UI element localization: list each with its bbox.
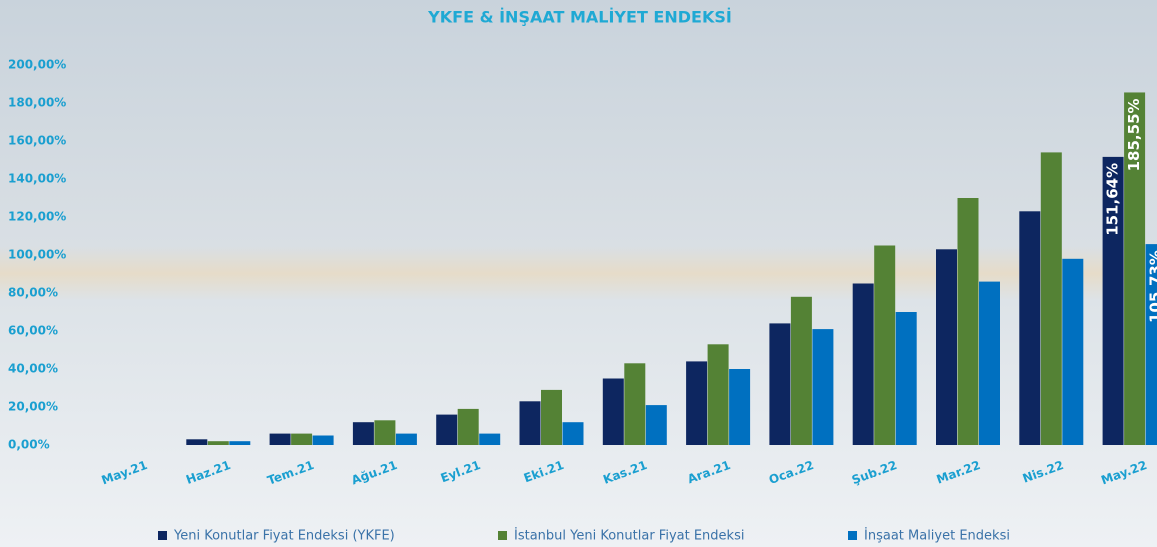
legend-swatch <box>498 531 507 540</box>
y-tick-label: 0,00% <box>8 438 50 452</box>
bar <box>563 422 584 445</box>
y-tick-label: 120,00% <box>8 210 66 224</box>
bar <box>458 409 479 445</box>
bar <box>769 323 790 445</box>
y-tick-label: 60,00% <box>8 324 58 338</box>
bar <box>874 246 895 446</box>
y-tick-label: 80,00% <box>8 286 58 300</box>
y-tick-label: 40,00% <box>8 362 58 376</box>
bar <box>374 420 395 445</box>
y-tick-label: 20,00% <box>8 400 58 414</box>
bar <box>541 390 562 445</box>
bar <box>479 434 500 445</box>
value-label: 185,55% <box>1125 98 1143 171</box>
bar <box>436 415 457 445</box>
y-tick-label: 160,00% <box>8 134 66 148</box>
legend-label: İnşaat Maliyet Endeksi <box>864 528 1010 544</box>
legend-label: Yeni Konutlar Fiyat Endeksi (YKFE) <box>173 529 395 544</box>
legend-label: İstanbul Yeni Konutlar Fiyat Endeksi <box>514 528 744 544</box>
bar <box>520 401 541 445</box>
bar <box>291 434 312 445</box>
y-tick-label: 180,00% <box>8 96 66 110</box>
bar <box>729 369 750 445</box>
bar <box>812 329 833 445</box>
bar <box>853 284 874 446</box>
bar <box>896 312 917 445</box>
chart: YKFE & İNŞAAT MALİYET ENDEKSİ 0,00% 20,00… <box>0 0 1157 547</box>
y-tick-label: 100,00% <box>8 248 66 262</box>
bar <box>186 439 207 445</box>
bar <box>979 282 1000 445</box>
legend-swatch <box>158 531 167 540</box>
bar <box>1041 152 1062 445</box>
bar <box>624 363 645 445</box>
value-label: 151,64% <box>1104 163 1122 236</box>
bar <box>936 249 957 445</box>
bar <box>313 436 334 446</box>
bar <box>1062 259 1083 445</box>
bar <box>396 434 417 445</box>
y-tick-label: 200,00% <box>8 58 66 72</box>
background <box>0 0 1157 547</box>
y-tick-label: 140,00% <box>8 172 66 186</box>
bar <box>229 441 250 445</box>
bar <box>353 422 374 445</box>
bar <box>791 297 812 445</box>
bar <box>208 441 229 445</box>
legend-swatch <box>848 531 857 540</box>
bar <box>603 379 624 446</box>
chart-title: YKFE & İNŞAAT MALİYET ENDEKSİ <box>427 8 732 27</box>
bar <box>708 344 729 445</box>
bar <box>1019 211 1040 445</box>
bar <box>270 434 291 445</box>
value-label: 105,73% <box>1147 250 1157 323</box>
bar <box>958 198 979 445</box>
bar <box>686 361 707 445</box>
bar <box>646 405 667 445</box>
